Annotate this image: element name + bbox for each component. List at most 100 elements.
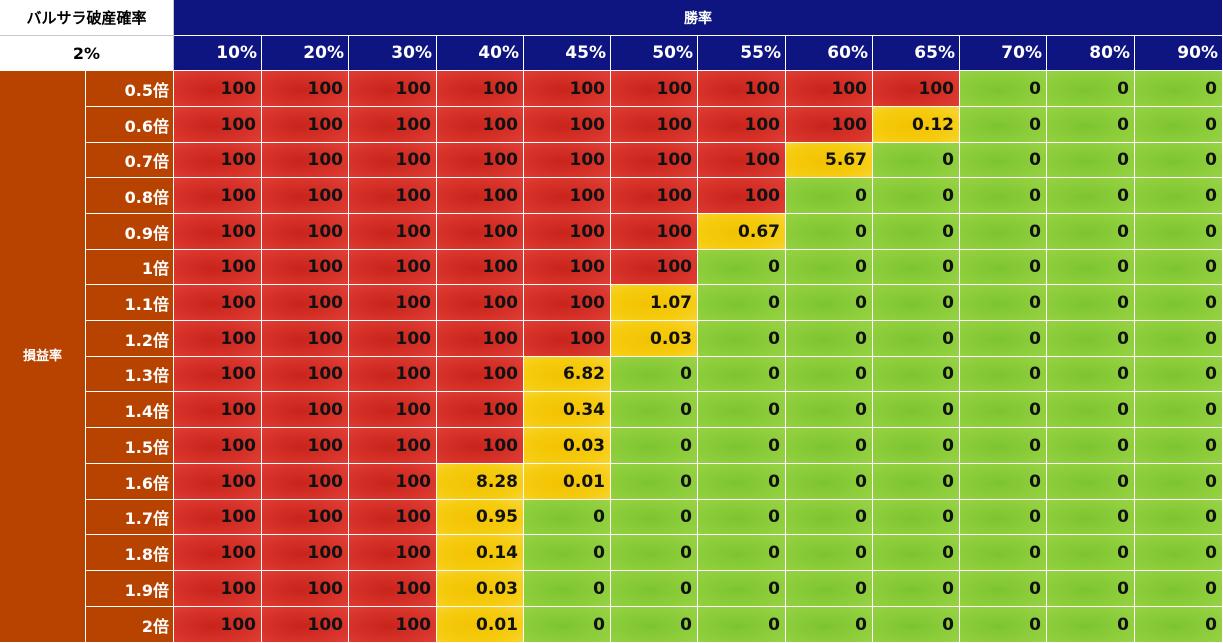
ruin-probability-cell: 0 [1135,357,1223,392]
ruin-probability-cell: 100 [349,71,437,107]
ruin-probability-cell: 100 [174,143,262,178]
ruin-probability-cell: 100 [524,250,611,285]
ruin-probability-cell: 0 [786,464,873,500]
ruin-probability-cell: 0 [1047,464,1135,500]
ruin-probability-cell: 0 [698,285,786,321]
ruin-probability-cell: 100 [437,71,524,107]
ruin-probability-cell: 0 [960,392,1047,428]
ruin-probability-cell: 0 [1135,250,1223,285]
ruin-probability-cell: 100 [437,107,524,143]
ruin-probability-cell: 0 [786,321,873,357]
ruin-probability-cell: 100 [174,535,262,571]
ruin-probability-cell: 0 [1135,143,1223,178]
ruin-probability-cell: 0 [786,428,873,464]
win-rate-column-header: 80% [1047,36,1135,71]
ruin-probability-cell: 0 [873,250,960,285]
ruin-probability-cell: 0 [698,250,786,285]
ruin-probability-cell: 100 [349,178,437,214]
risk-percent-value: 2% [0,36,174,71]
ruin-probability-cell: 100 [524,71,611,107]
ratio-row-header: 1.6倍 [86,464,174,500]
ratio-row-header: 1.5倍 [86,428,174,464]
ruin-probability-cell: 0 [1135,500,1223,535]
ruin-probability-cell: 0 [698,357,786,392]
ruin-probability-cell: 100 [437,321,524,357]
ruin-probability-cell: 0 [1135,571,1223,607]
ruin-probability-cell: 100 [698,107,786,143]
ruin-probability-cell: 0 [524,607,611,643]
win-rate-column-header: 60% [786,36,873,71]
ruin-probability-cell: 100 [262,500,349,535]
ruin-probability-cell: 0 [960,285,1047,321]
ratio-row-header: 0.5倍 [86,71,174,107]
ruin-probability-cell: 100 [174,464,262,500]
ratio-row-header: 1.7倍 [86,500,174,535]
ruin-probability-cell: 0 [873,285,960,321]
win-rate-column-header: 90% [1135,36,1223,71]
ruin-probability-cell: 0.03 [437,571,524,607]
ruin-probability-cell: 0 [786,357,873,392]
ruin-probability-cell: 100 [262,571,349,607]
ruin-probability-cell: 0 [1047,535,1135,571]
ruin-probability-cell: 0 [611,500,698,535]
win-rate-column-header: 45% [524,36,611,71]
ruin-probability-cell: 100 [174,607,262,643]
ruin-probability-cell: 0 [786,214,873,250]
ruin-probability-cell: 0.01 [437,607,524,643]
ratio-row-header: 1.4倍 [86,392,174,428]
ruin-probability-cell: 100 [524,107,611,143]
ruin-probability-cell: 100 [174,571,262,607]
ratio-row-header: 1倍 [86,250,174,285]
ruin-probability-cell: 0 [1135,321,1223,357]
ruin-probability-cell: 0.12 [873,107,960,143]
ruin-probability-cell: 0 [611,428,698,464]
ruin-probability-cell: 100 [349,143,437,178]
ruin-probability-cell: 100 [437,250,524,285]
ruin-probability-cell: 100 [611,178,698,214]
ruin-probability-cell: 100 [698,178,786,214]
ruin-probability-cell: 0 [1047,71,1135,107]
ratio-row-header: 0.8倍 [86,178,174,214]
ruin-probability-cell: 0 [1047,428,1135,464]
ruin-probability-cell: 100 [611,214,698,250]
ratio-row-header: 1.9倍 [86,571,174,607]
ruin-probability-cell: 100 [437,357,524,392]
profit-loss-ratio-label: 損益率 [0,71,86,643]
ruin-probability-cell: 0 [1135,285,1223,321]
ruin-probability-cell: 0 [786,392,873,428]
ruin-probability-cell: 100 [349,464,437,500]
win-rate-column-header: 70% [960,36,1047,71]
ruin-probability-cell: 0 [1047,500,1135,535]
ruin-probability-cell: 100 [174,250,262,285]
ruin-probability-cell: 0 [524,500,611,535]
ruin-probability-cell: 100 [349,107,437,143]
ruin-probability-cell: 100 [174,500,262,535]
ruin-probability-cell: 0 [1135,214,1223,250]
ruin-probability-cell: 0 [960,428,1047,464]
ruin-probability-cell: 0 [698,535,786,571]
ruin-probability-cell: 0 [960,107,1047,143]
ruin-probability-cell: 0 [698,500,786,535]
ruin-probability-cell: 100 [349,535,437,571]
ruin-probability-cell: 0 [1135,392,1223,428]
ruin-probability-cell: 100 [262,250,349,285]
ratio-row-header: 1.1倍 [86,285,174,321]
ruin-probability-cell: 0 [960,250,1047,285]
ruin-probability-cell: 100 [262,428,349,464]
ruin-probability-cell: 100 [262,607,349,643]
ruin-probability-cell: 0 [1047,357,1135,392]
ruin-probability-cell: 0 [1047,392,1135,428]
ruin-probability-cell: 8.28 [437,464,524,500]
ruin-probability-cell: 0 [873,178,960,214]
ratio-row-header: 1.8倍 [86,535,174,571]
ruin-probability-cell: 0.95 [437,500,524,535]
profit-loss-ratio-char: 損 [22,348,36,364]
ruin-probability-cell: 0 [960,571,1047,607]
ruin-probability-cell: 0 [1047,321,1135,357]
ratio-row-header: 1.2倍 [86,321,174,357]
ruin-probability-cell: 0 [873,143,960,178]
ruin-probability-cell: 100 [524,285,611,321]
ruin-probability-cell: 100 [698,143,786,178]
ruin-probability-cell: 0 [960,321,1047,357]
ruin-probability-cell: 0 [611,464,698,500]
